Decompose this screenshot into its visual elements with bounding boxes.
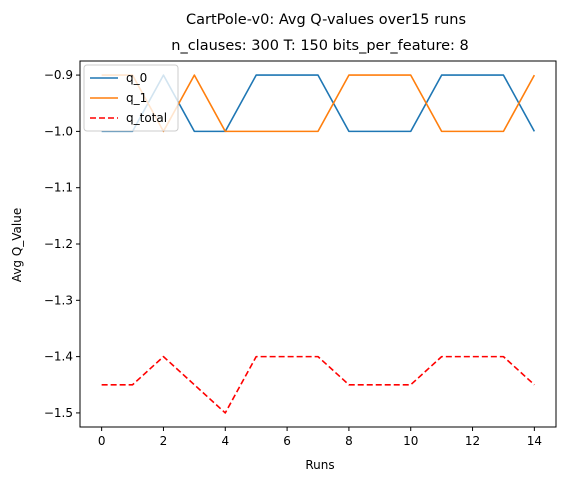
x-tick-label: 14: [527, 434, 542, 448]
x-tick-label: 8: [345, 434, 353, 448]
y-tick-label: −1.4: [44, 350, 73, 364]
y-tick-label: −1.5: [44, 406, 73, 420]
y-tick-label: −1.3: [44, 293, 73, 307]
legend-label-q-1: q_1: [126, 91, 147, 105]
y-tick-label: −1.0: [44, 124, 73, 138]
y-axis-label: Avg Q_Value: [10, 208, 24, 282]
legend-label-q-0: q_0: [126, 71, 147, 85]
y-tick-label: −0.9: [44, 68, 73, 82]
x-axis-label: Runs: [305, 458, 334, 472]
x-tick-label: 0: [98, 434, 106, 448]
legend-label-q-total: q_total: [126, 111, 167, 125]
y-tick-label: −1.1: [44, 181, 73, 195]
x-tick-label: 12: [465, 434, 480, 448]
x-tick-label: 2: [160, 434, 168, 448]
x-tick-label: 4: [221, 434, 229, 448]
legend: q_0 q_1 q_total: [84, 65, 178, 131]
chart-title: CartPole-v0: Avg Q-values over15 runs: [186, 12, 466, 28]
chart-subtitle: n_clauses: 300 T: 150 bits_per_feature: …: [171, 38, 469, 54]
x-tick-label: 6: [283, 434, 291, 448]
series-line-q-total: [102, 357, 535, 413]
y-tick-label: −1.2: [44, 237, 73, 251]
x-tick-label: 10: [403, 434, 418, 448]
